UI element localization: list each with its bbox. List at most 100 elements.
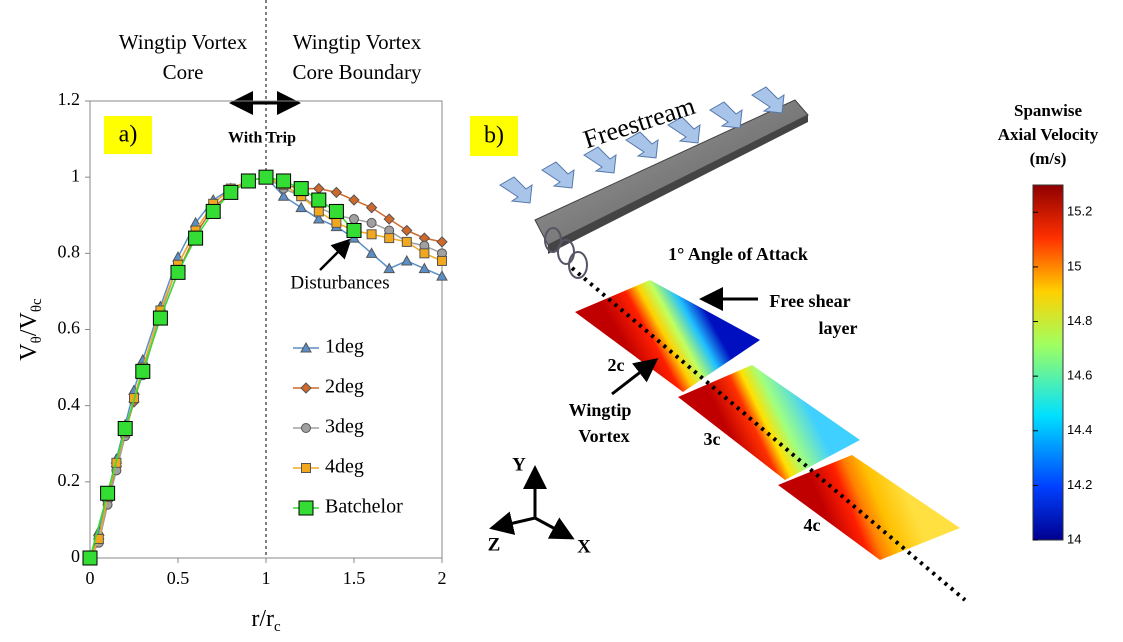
y-tick-label: 1.2 xyxy=(58,89,81,109)
marker xyxy=(206,204,220,218)
marker xyxy=(402,225,412,235)
marker xyxy=(136,364,150,378)
annotation: Disturbances xyxy=(290,272,389,293)
legend-label: 3deg xyxy=(325,416,364,438)
section-label: 4c xyxy=(804,515,821,535)
marker xyxy=(367,230,376,239)
axes-triad xyxy=(492,468,572,538)
y-tick-label: 0 xyxy=(71,546,80,566)
colorbar-tick-label: 15 xyxy=(1067,258,1081,273)
y-tick-label: 0.4 xyxy=(58,394,81,414)
region-label: Core Boundary xyxy=(293,60,422,84)
marker xyxy=(101,486,115,500)
marker xyxy=(350,215,359,224)
marker xyxy=(329,204,343,218)
y-axis-label: Vθ/Vθc xyxy=(16,298,46,361)
marker xyxy=(294,182,308,196)
velocity-section xyxy=(778,455,960,560)
marker xyxy=(314,207,323,216)
figure: a) Wingtip Vortex Core Wingtip Vortex Co… xyxy=(0,0,1123,642)
x-tick-label: 2 xyxy=(438,568,447,588)
sections xyxy=(575,280,960,560)
marker xyxy=(118,422,132,436)
y-tick-label: 0.6 xyxy=(58,318,81,338)
marker xyxy=(437,271,447,280)
marker xyxy=(241,174,255,188)
legend-label: 4deg xyxy=(325,456,364,478)
colorbar xyxy=(1033,185,1063,540)
annotation: Wingtip xyxy=(569,400,632,420)
colorbar-tick-label: 15.2 xyxy=(1067,204,1092,219)
marker xyxy=(302,464,311,473)
axis-name: Z xyxy=(488,534,501,555)
angle-label: 1° Angle of Attack xyxy=(668,244,808,264)
marker xyxy=(171,265,185,279)
marker xyxy=(367,218,376,227)
marker xyxy=(312,193,326,207)
marker xyxy=(347,223,361,237)
region-label: Wingtip Vortex xyxy=(119,30,248,54)
label-part: θ xyxy=(29,336,45,343)
panel-label: b) xyxy=(484,123,504,149)
marker xyxy=(349,195,359,205)
legend-label: 1deg xyxy=(325,336,364,358)
label-part: V xyxy=(16,343,42,361)
marker xyxy=(420,249,429,258)
panel-a: a) Wingtip Vortex Core Wingtip Vortex Co… xyxy=(16,0,448,635)
velocity-section xyxy=(678,365,860,480)
colorbar-tick-label: 14.4 xyxy=(1067,422,1092,437)
marker xyxy=(277,174,291,188)
section-label: 2c xyxy=(608,355,625,375)
marker xyxy=(296,203,306,212)
label-part: /V xyxy=(16,311,42,336)
label-part: c xyxy=(274,619,281,635)
panel-label: a) xyxy=(119,122,138,148)
marker xyxy=(314,184,324,194)
label-part: r/r xyxy=(251,606,274,632)
section-label: 3c xyxy=(704,429,721,449)
marker xyxy=(189,231,203,245)
marker xyxy=(224,185,238,199)
marker xyxy=(402,237,411,246)
colorbar-title: (m/s) xyxy=(1030,149,1067,168)
marker xyxy=(438,256,447,265)
label-part: θc xyxy=(29,298,45,312)
colorbar-tick-label: 14.6 xyxy=(1067,368,1092,383)
panel-b: b) Freestream 1° Angle of Attack Free sh… xyxy=(470,87,1099,600)
marker xyxy=(385,234,394,243)
axis-name: X xyxy=(577,536,591,557)
x-tick-label: 0.5 xyxy=(167,568,190,588)
annotation: Vortex xyxy=(578,426,629,446)
y-tick-label: 1 xyxy=(71,165,80,185)
colorbar-tick-label: 14.2 xyxy=(1067,477,1092,492)
legend-label: Batchelor xyxy=(325,496,403,518)
annotation-arrow xyxy=(320,240,350,270)
marker xyxy=(299,501,313,515)
x-tick-label: 1.5 xyxy=(343,568,366,588)
annotation: Free shear xyxy=(769,291,850,311)
legend-label: 2deg xyxy=(325,376,364,398)
marker xyxy=(153,311,167,325)
colorbar-title: Spanwise xyxy=(1014,101,1082,120)
colorbar-title: Axial Velocity xyxy=(998,125,1099,144)
marker xyxy=(259,170,273,184)
marker xyxy=(83,551,97,565)
region-label: Core xyxy=(163,60,204,84)
y-tick-label: 0.2 xyxy=(58,470,81,490)
marker xyxy=(331,187,341,197)
x-axis-label: r/rc xyxy=(251,606,281,636)
marker xyxy=(402,256,412,265)
marker xyxy=(437,237,447,247)
trip-label: With Trip xyxy=(228,130,296,147)
colorbar-tick-label: 14 xyxy=(1067,531,1081,546)
annotation: layer xyxy=(819,318,858,338)
marker xyxy=(302,424,311,433)
marker xyxy=(332,218,341,227)
region-label: Wingtip Vortex xyxy=(293,30,422,54)
y-tick-label: 0.8 xyxy=(58,241,81,261)
legend: 1deg 2deg 3deg 4deg Batchelor xyxy=(286,328,414,528)
x-tick-label: 1 xyxy=(262,568,271,588)
marker xyxy=(419,264,429,273)
colorbar-tick-label: 14.8 xyxy=(1067,313,1092,328)
axis-name: Y xyxy=(512,454,526,475)
